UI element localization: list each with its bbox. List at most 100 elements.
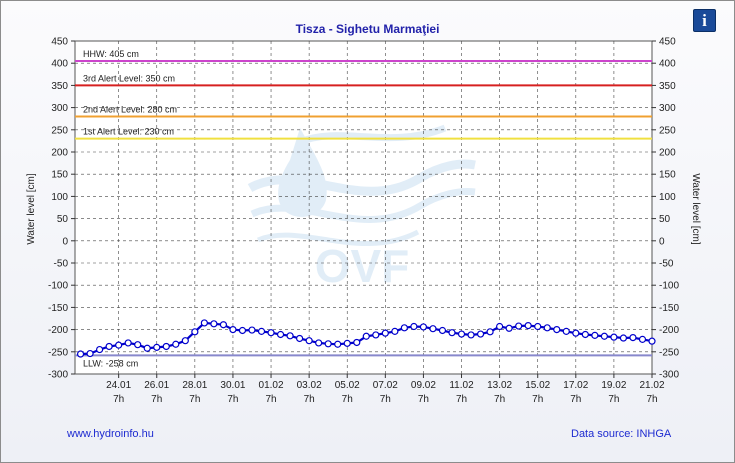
data-point bbox=[286, 332, 294, 340]
data-point bbox=[105, 342, 113, 351]
watermark-text: OVF bbox=[315, 240, 410, 292]
x-tick-sublabel: 7h bbox=[265, 394, 276, 405]
x-tick-sublabel: 7h bbox=[646, 394, 657, 405]
x-axis: 24.01 7h 26.01 7h 28.01 7h 30.01 7h 01.02 7h 03.02… bbox=[106, 374, 665, 405]
data-point bbox=[629, 333, 637, 342]
water-level-series bbox=[76, 319, 656, 358]
data-point bbox=[276, 330, 285, 339]
y-tick-label: 250 bbox=[659, 125, 676, 136]
data-point bbox=[638, 335, 647, 343]
x-tick-label: 03.02 bbox=[297, 380, 322, 391]
chart-title: Tisza - Sighetu Marmaţiei bbox=[295, 22, 440, 36]
data-point bbox=[134, 341, 142, 349]
y-tick-label: 350 bbox=[51, 81, 68, 92]
info-icon[interactable]: i bbox=[693, 9, 716, 32]
wave-icon bbox=[247, 159, 476, 196]
data-point bbox=[305, 337, 313, 345]
y-tick-label: -300 bbox=[659, 370, 679, 381]
reference-line-label: 1st Alert Level: 230 cm bbox=[83, 127, 174, 137]
plot-area bbox=[74, 40, 653, 375]
y-tick-label: 200 bbox=[659, 148, 676, 159]
data-point bbox=[562, 327, 570, 335]
data-point bbox=[486, 328, 494, 336]
y-tick-label: 150 bbox=[51, 170, 68, 181]
y-tick-label: -200 bbox=[659, 325, 679, 336]
data-point bbox=[238, 326, 247, 335]
data-point bbox=[581, 330, 589, 339]
x-tick-label: 05.02 bbox=[335, 380, 360, 391]
reference-lines: HHW: 405 cm 3rd Alert Level: 350 cm 2nd Al… bbox=[75, 49, 652, 368]
y-tick-label: 50 bbox=[57, 214, 69, 225]
x-tick-sublabel: 7h bbox=[456, 394, 467, 405]
reference-line-label: 3rd Alert Level: 350 cm bbox=[83, 73, 175, 83]
data-point bbox=[362, 332, 370, 340]
data-point bbox=[619, 334, 628, 342]
wave-icon bbox=[250, 188, 476, 223]
wave-icon bbox=[257, 229, 420, 247]
y-tick-label: 300 bbox=[659, 103, 676, 114]
data-point bbox=[496, 322, 504, 331]
data-point bbox=[381, 329, 389, 337]
data-point bbox=[124, 339, 132, 347]
y-axis-title-right: Water level [cm] bbox=[690, 173, 701, 245]
y-tick-label: 0 bbox=[659, 236, 665, 247]
data-point bbox=[457, 330, 466, 338]
y-tick-label: 450 bbox=[51, 37, 68, 48]
data-point bbox=[76, 350, 85, 358]
data-point bbox=[515, 322, 523, 330]
data-point bbox=[505, 324, 513, 332]
x-tick-label: 11.02 bbox=[449, 380, 474, 391]
x-tick-label: 24.01 bbox=[106, 380, 131, 391]
data-point bbox=[334, 340, 342, 348]
x-tick-sublabel: 7h bbox=[189, 394, 200, 405]
y-tick-label: 300 bbox=[51, 103, 68, 114]
data-point bbox=[115, 341, 123, 349]
data-point bbox=[429, 325, 437, 333]
data-point bbox=[200, 319, 208, 327]
data-point bbox=[391, 327, 399, 335]
data-point bbox=[591, 331, 599, 339]
water-drop-icon bbox=[278, 128, 327, 217]
y-tick-label: -250 bbox=[659, 347, 679, 358]
x-tick-label: 01.02 bbox=[259, 380, 284, 391]
x-tick-label: 28.01 bbox=[182, 380, 207, 391]
data-point bbox=[324, 340, 332, 348]
x-tick-sublabel: 7h bbox=[418, 394, 429, 405]
data-point bbox=[210, 320, 218, 328]
data-point bbox=[400, 324, 408, 332]
reference-line-label: HHW: 405 cm bbox=[83, 49, 139, 59]
y-tick-label: 400 bbox=[659, 59, 676, 70]
y-tick-label: -50 bbox=[54, 259, 69, 270]
data-point bbox=[162, 342, 170, 351]
y-tick-label: 0 bbox=[62, 236, 68, 247]
website-link[interactable]: www.hydroinfo.hu bbox=[67, 428, 154, 440]
data-point bbox=[410, 322, 418, 331]
y-tick-label: -300 bbox=[48, 370, 68, 381]
data-point bbox=[257, 327, 266, 335]
y-tick-label: -250 bbox=[48, 347, 68, 358]
y-tick-label: -200 bbox=[48, 325, 68, 336]
data-point bbox=[419, 323, 428, 331]
data-point bbox=[86, 349, 94, 358]
x-tick-label: 13.02 bbox=[487, 380, 512, 391]
y-tick-label: 200 bbox=[51, 148, 68, 159]
y-tick-label: 100 bbox=[51, 192, 68, 203]
data-point bbox=[467, 331, 475, 339]
data-point bbox=[353, 338, 361, 347]
data-point bbox=[648, 337, 656, 345]
data-point bbox=[448, 329, 456, 337]
data-point bbox=[534, 322, 542, 331]
x-tick-sublabel: 7h bbox=[608, 394, 619, 405]
x-tick-sublabel: 7h bbox=[151, 394, 162, 405]
y-axis-left: -300 -250 -200 -150 -100 -50 0 50 100 150 200 250 30… bbox=[48, 37, 75, 381]
y-tick-label: -100 bbox=[48, 281, 68, 292]
x-tick-label: 21.02 bbox=[639, 380, 664, 391]
x-tick-label: 17.02 bbox=[563, 380, 588, 391]
data-point bbox=[96, 345, 104, 354]
x-tick-label: 26.01 bbox=[144, 380, 169, 391]
data-point bbox=[610, 333, 618, 341]
x-tick-sublabel: 7h bbox=[304, 394, 315, 405]
y-tick-label: -150 bbox=[659, 303, 679, 314]
y-tick-label: 50 bbox=[659, 214, 671, 225]
y-tick-label: 350 bbox=[659, 81, 676, 92]
